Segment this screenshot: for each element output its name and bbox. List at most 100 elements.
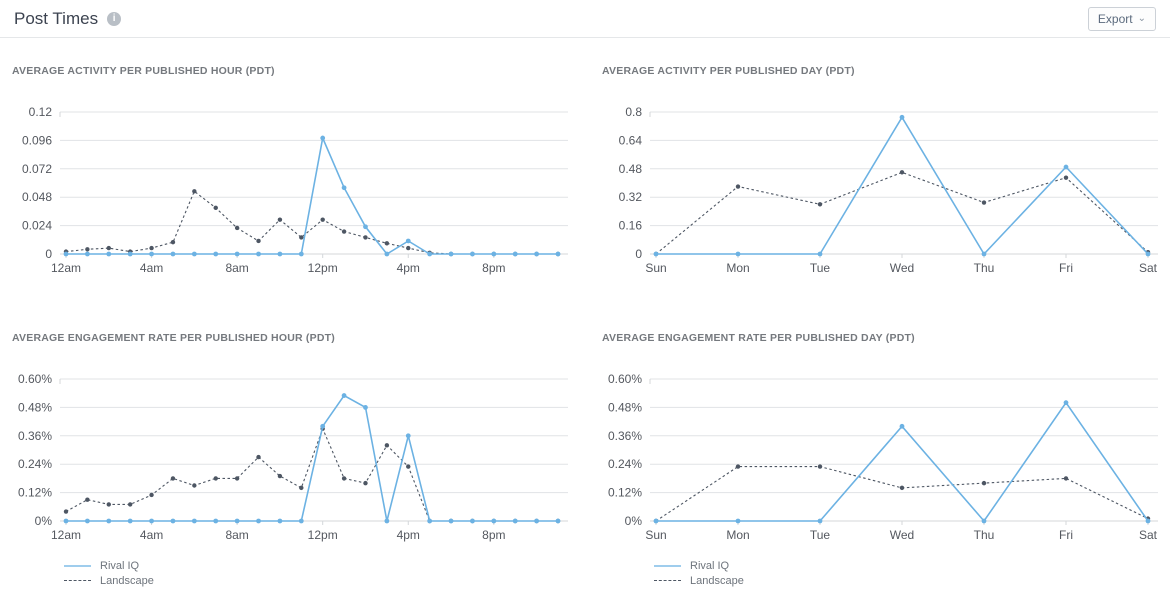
legend-item-rival-iq[interactable]: Rival IQ	[64, 558, 568, 573]
chart-svg: 0% 0.12% 0.24% 0.36% 0.48% 0.60% Sun Mon Tue Wed T…	[608, 372, 1158, 542]
landscape-point	[234, 476, 240, 481]
legend-item-landscape[interactable]: Landscape	[64, 573, 568, 588]
legend-line-sample	[64, 580, 91, 581]
y-axis-label: 0.12%	[608, 486, 642, 500]
x-axis-label: Fri	[1059, 528, 1073, 542]
y-axis-label: 0.096	[22, 133, 52, 147]
landscape-line	[65, 190, 558, 255]
activity-per-hour-panel: AVERAGE ACTIVITY PER PUBLISHED HOUR (PDT…	[12, 65, 568, 282]
rival-iq-point	[127, 251, 133, 257]
chart-title: AVERAGE ENGAGEMENT RATE PER PUBLISHED HO…	[12, 332, 335, 344]
legend-label: Landscape	[100, 574, 154, 587]
landscape-point	[735, 184, 741, 189]
rival-iq-point	[653, 251, 659, 257]
landscape-point	[981, 480, 987, 486]
rival-iq-point	[534, 518, 540, 524]
info-icon[interactable]: i	[107, 11, 122, 26]
rival-iq-point	[277, 251, 283, 257]
y-axis-label: 0.12%	[18, 486, 52, 500]
x-axis-label: 4pm	[397, 261, 420, 275]
legend-item-landscape[interactable]: Landscape	[654, 573, 1158, 588]
x-axis-label: Tue	[810, 528, 831, 542]
rival-iq-point	[427, 518, 433, 524]
y-axis-label: 0.36%	[608, 429, 642, 443]
rival-iq-line	[656, 401, 1149, 523]
landscape-point	[192, 189, 197, 194]
y-axis-label: 0.48%	[18, 400, 52, 414]
landscape-point	[384, 241, 390, 246]
rival-iq-point	[320, 135, 326, 141]
chart-svg: 0 0.16 0.32 0.48 0.64 0.8 Sun Mon Tue Wed Thu Fri Sa…	[619, 105, 1158, 275]
y-axis-label: 0.32	[619, 190, 643, 204]
rival-iq-point	[106, 518, 112, 524]
rival-iq-point	[84, 251, 90, 257]
rival-iq-line	[66, 135, 558, 256]
rival-iq-point	[149, 251, 154, 257]
landscape-point	[320, 217, 325, 222]
landscape-point	[149, 492, 154, 498]
landscape-point	[149, 245, 154, 251]
y-axis-label: 0.8	[625, 105, 642, 119]
page-title: Post Times	[14, 8, 99, 28]
rival-iq-point	[363, 405, 368, 410]
legend-label: Landscape	[690, 574, 744, 587]
landscape-point	[127, 502, 133, 507]
x-axis-label: 12am	[51, 528, 81, 542]
rival-iq-point	[735, 518, 741, 524]
rival-iq-point	[384, 251, 390, 257]
landscape-point	[299, 235, 304, 240]
rival-iq-point	[213, 251, 219, 257]
legend-line-sample	[654, 580, 681, 581]
legend-item-rival-iq[interactable]: Rival IQ	[654, 558, 1158, 573]
export-button[interactable]: Export ⌄	[1087, 6, 1156, 31]
x-axis-label: Sun	[645, 261, 666, 275]
y-axis-label: 0.24%	[18, 457, 52, 471]
activity-per-day-chart: 0 0.16 0.32 0.48 0.64 0.8 Sun Mon Tue Wed Thu Fri Sa…	[602, 104, 1158, 282]
x-axis-label: Thu	[974, 528, 995, 542]
rival-iq-point	[106, 251, 112, 257]
engagement-per-hour-panel: AVERAGE ENGAGEMENT RATE PER PUBLISHED HO…	[12, 332, 568, 588]
y-axis-label: 0.64	[619, 133, 643, 147]
x-axis-label: 8am	[225, 261, 248, 275]
y-axis-label: 0.36%	[18, 429, 52, 443]
x-axis-label: Mon	[726, 261, 749, 275]
rival-iq-point	[512, 251, 518, 257]
legend-line-sample	[64, 564, 91, 567]
rival-iq-point	[405, 238, 411, 244]
landscape-point	[213, 205, 218, 211]
landscape-point	[899, 485, 905, 491]
landscape-point	[406, 464, 411, 469]
x-axis-label: Sat	[1139, 261, 1158, 275]
landscape-line	[655, 466, 1149, 522]
rival-iq-line	[66, 394, 558, 522]
x-axis-label: 4am	[140, 261, 163, 275]
landscape-point	[341, 229, 347, 234]
rival-iq-point	[234, 251, 240, 257]
x-axis-label: 4pm	[397, 528, 420, 542]
rival-iq-point	[1145, 251, 1151, 257]
rival-iq-point	[84, 518, 90, 524]
x-axis-label: 12pm	[308, 261, 338, 275]
y-axis-label: 0	[635, 247, 642, 261]
rival-iq-point	[405, 433, 411, 439]
rival-iq-point	[981, 518, 987, 524]
rival-iq-point	[491, 518, 497, 524]
x-axis-label: Wed	[890, 528, 914, 542]
x-axis-label: Sat	[1139, 528, 1158, 542]
chart-legend: Rival IQ Landscape	[64, 558, 568, 588]
y-axis-label: 0.60%	[18, 372, 52, 386]
engagement-per-hour-chart: 0% 0.12% 0.24% 0.36% 0.48% 0.60% 12am 4am 8am 12p…	[12, 371, 568, 549]
rival-iq-point	[491, 251, 497, 257]
rival-iq-line	[656, 115, 1149, 256]
landscape-point	[363, 235, 368, 240]
page-header: Post Times i Export ⌄	[0, 0, 1170, 38]
rival-iq-point	[277, 518, 283, 524]
activity-per-hour-chart: 0 0.024 0.048 0.072 0.096 0.12 12am 4am 8am 12pm 4…	[12, 104, 568, 282]
rival-iq-point	[234, 518, 240, 524]
rival-iq-point	[470, 518, 475, 524]
x-axis-label: 12am	[51, 261, 81, 275]
x-axis-label: Fri	[1059, 261, 1073, 275]
y-axis-label: 0.48	[619, 162, 643, 176]
y-axis-label: 0.48%	[608, 400, 642, 414]
rival-iq-point	[63, 251, 69, 257]
